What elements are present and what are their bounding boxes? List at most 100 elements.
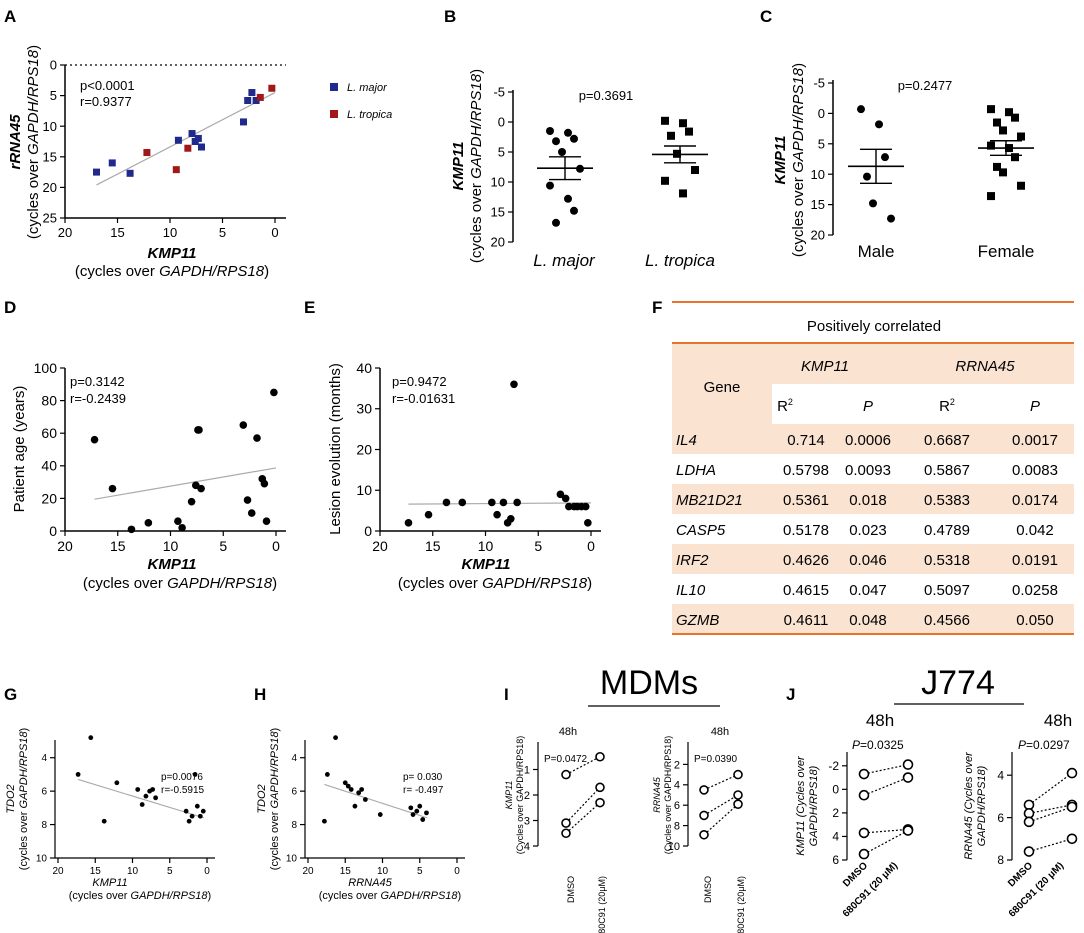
plot-area-c — [848, 105, 1034, 223]
table-cell-kmp-r2-5: 0.4615 — [783, 582, 829, 599]
h-fit-line — [324, 783, 428, 819]
category-b-2: L. tropica — [645, 251, 715, 270]
table-row-band-4 — [672, 544, 1074, 574]
g-ytick-label-2: 8 — [41, 820, 47, 831]
j-left-pair-line-1 — [863, 776, 909, 796]
j-left-ytick-label-4: 6 — [832, 853, 839, 867]
c-point-0-5 — [887, 214, 895, 223]
point-a-major-4 — [188, 130, 196, 138]
stat-r-g: r=-0.5915 — [161, 785, 205, 796]
panel-h: H 4 6 8 10 20 15 10 5 0 p= 0.030 r= -0.497 TDO2 … — [254, 685, 465, 902]
g-point-4 — [135, 787, 141, 792]
c-point-1-6 — [987, 141, 995, 150]
d-point-16 — [260, 479, 269, 488]
h-point-3 — [342, 780, 348, 786]
d-point-2 — [127, 525, 136, 534]
h-point-12 — [410, 812, 416, 817]
ylabel-j-right-l1: RRNA45 (Cycles over — [963, 751, 975, 860]
c-point-1-4 — [999, 126, 1007, 135]
i-right-ytick-label-1: 4 — [674, 780, 680, 792]
fit-line-a — [96, 92, 276, 186]
point-a-major-6 — [194, 134, 202, 142]
table-cell-rrna-p-4: 0.0191 — [1012, 552, 1058, 569]
e-point-4 — [488, 498, 496, 507]
ylabel-j-right-l2: GAPDH/RPS18) — [976, 765, 988, 846]
panel-label-f: F — [652, 298, 662, 317]
g-xtick-label-2: 10 — [127, 866, 139, 877]
h-point-10 — [377, 812, 383, 817]
j-right-ytick-label-0: 4 — [997, 768, 1004, 782]
i-right-pair-line-1 — [703, 794, 739, 816]
table-col-rrna45: RRNA45 — [955, 358, 1015, 375]
g-point-15 — [197, 813, 203, 819]
e-xtick-label-4: 0 — [587, 538, 595, 554]
h-point-8 — [359, 787, 365, 792]
g-point-13 — [192, 772, 198, 777]
plot-area-d — [90, 388, 278, 534]
stat-c: p=0.2477 — [898, 78, 953, 93]
table-cell-kmp-p-6: 0.048 — [849, 612, 887, 629]
plot-area-j-left — [858, 759, 914, 860]
b-point-0-7 — [564, 194, 572, 203]
panel-i: I MDMs 48h P=0.0472 1 2 3 4 KMP11 (Cycles o… — [504, 664, 746, 933]
b-point-0-1 — [564, 128, 572, 137]
ylabel-j-right: RRNA45 (Cycles over GAPDH/RPS18) — [963, 751, 988, 860]
i-right-point-dmso-1 — [699, 810, 709, 821]
xlabel-e-sub: (cycles over GAPDH/RPS18) — [398, 575, 592, 592]
ylabel-c-sub: (cycles over GAPDH/RPS18) — [790, 63, 807, 257]
e-point-3 — [458, 498, 467, 507]
stat-p-a: p<0.0001 — [80, 78, 135, 93]
e-ytick-label-0: 0 — [364, 523, 372, 539]
ylabel-j-left: KMP11 (Cycles over GAPDH/RPS18) — [795, 755, 820, 856]
b-point-0-0 — [546, 127, 554, 135]
j-right-point-drug-3 — [1066, 833, 1078, 845]
h-point-5 — [348, 787, 354, 792]
panel-label-i: I — [504, 685, 509, 704]
panel-label-e: E — [304, 298, 315, 317]
category-c-1: Male — [858, 242, 895, 261]
c-point-1-3 — [993, 118, 1001, 127]
point-a-tropica-1 — [172, 166, 180, 174]
xtick-i-right-dmso: DMSO — [703, 876, 713, 903]
j-left-point-drug-1 — [902, 772, 914, 783]
d-point-9 — [195, 426, 203, 434]
plot-area-b — [537, 116, 708, 227]
xlabel-a-sub: (cycles over GAPDH/RPS18) — [75, 263, 269, 280]
plot-area-e — [404, 380, 592, 527]
j-right-point-drug-0 — [1066, 767, 1078, 779]
table-sub-r2-rrna: R2 — [939, 397, 955, 415]
point-a-tropica-3 — [256, 93, 264, 101]
c-point-1-11 — [1017, 181, 1025, 190]
c-point-0-4 — [869, 199, 877, 208]
d-point-14 — [253, 434, 261, 442]
table-cell-kmp-r2-6: 0.4611 — [784, 612, 829, 629]
point-a-major-8 — [240, 118, 247, 126]
h-xtick-label-4: 0 — [454, 866, 460, 877]
table-gene-header-band — [672, 384, 772, 424]
h-point-9 — [362, 797, 368, 802]
c-point-0-3 — [863, 172, 871, 181]
table-sub-p-rrna: P — [1030, 398, 1040, 415]
table-sub-p-kmp: P — [863, 398, 873, 415]
panel-label-j: J — [786, 685, 795, 704]
legend-major-swatch — [330, 83, 338, 91]
a-ytick-label-0: 0 — [50, 58, 57, 73]
d-ytick-label-1: 20 — [41, 490, 57, 506]
time-j-right: 48h — [1044, 711, 1072, 730]
g-point-9 — [153, 795, 158, 801]
b-ytick-label-1: 0 — [498, 115, 505, 130]
a-xtick-label-1: 15 — [110, 225, 124, 240]
c-ytick-label-4: 15 — [811, 197, 825, 212]
point-a-major-1 — [108, 159, 116, 167]
b-point-1-0 — [661, 116, 669, 125]
ylabel-h-main: TDO2 — [256, 784, 268, 813]
group-title-mdms: MDMs — [600, 664, 698, 702]
xlabel-g-main: KMP11 — [92, 877, 127, 889]
b-ytick-label-5: 20 — [491, 235, 505, 250]
e-ytick-label-4: 40 — [356, 360, 372, 376]
point-a-major-7 — [198, 143, 205, 151]
group-title-j774: J774 — [921, 664, 995, 702]
g-point-0 — [75, 772, 81, 777]
i-left-point-dmso-1 — [561, 818, 571, 828]
g-xtick-label-1: 15 — [90, 866, 102, 877]
